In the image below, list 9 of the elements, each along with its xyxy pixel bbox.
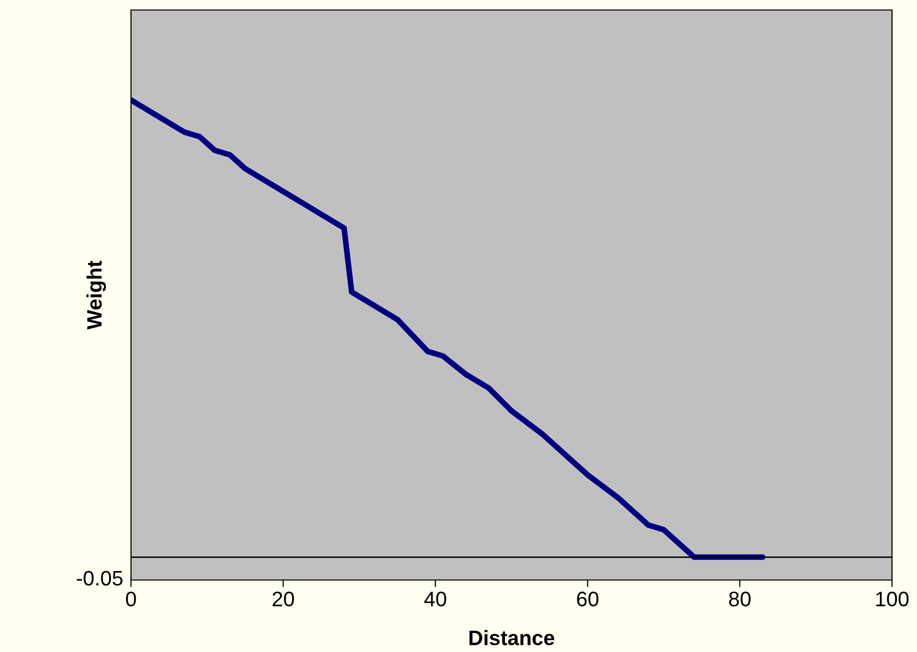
x-tick-label: 40: [424, 592, 446, 606]
x-tick-label: 60: [577, 592, 598, 606]
x-axis-title: Distance: [469, 630, 554, 646]
y-axis-title: Weight: [86, 260, 106, 330]
x-tick-label: 100: [876, 592, 909, 606]
text: -0.05: [76, 570, 123, 586]
x-tick-label: 20: [272, 592, 294, 606]
x-tick-label: 0: [126, 592, 136, 606]
x-tick-label: 80: [729, 592, 751, 606]
